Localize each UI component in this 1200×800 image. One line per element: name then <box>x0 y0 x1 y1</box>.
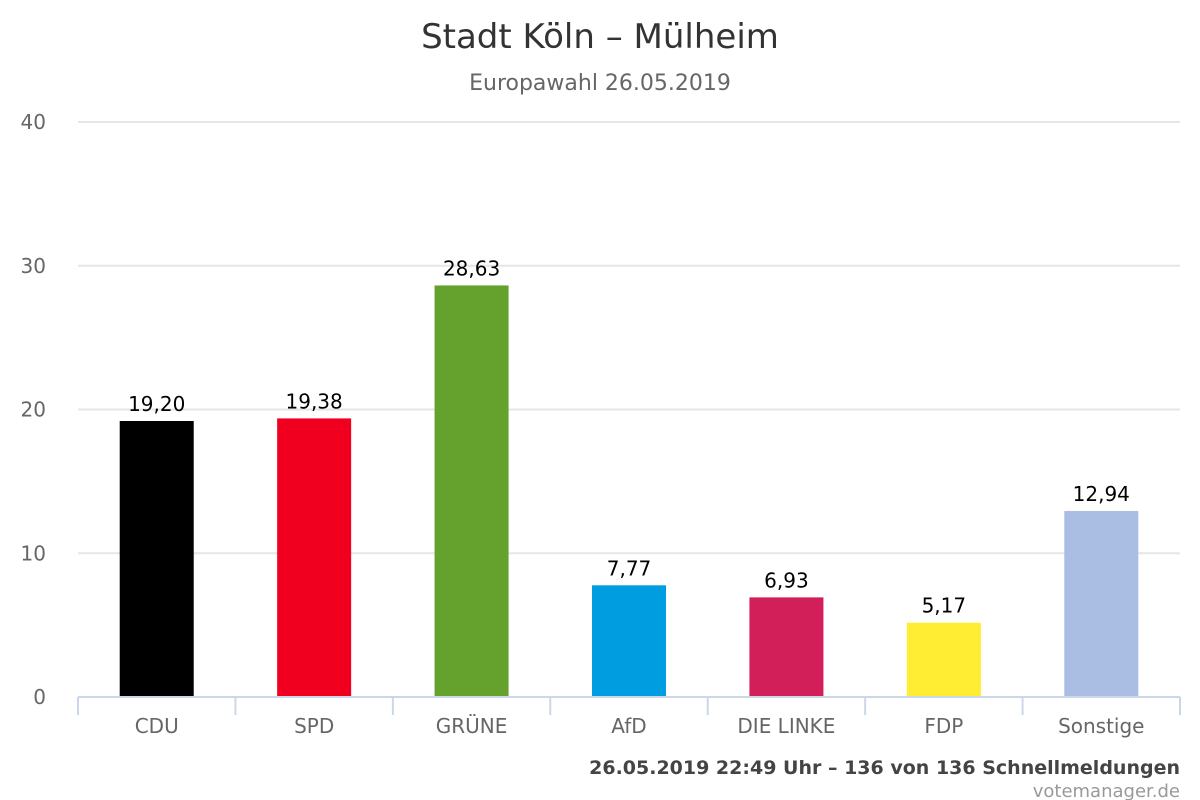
data-label: 28,63 <box>443 256 500 280</box>
chart-subtitle: Europawahl 26.05.2019 <box>469 71 731 96</box>
bar-gr-ne[interactable] <box>434 285 509 697</box>
x-tick-label: CDU <box>135 714 179 738</box>
y-axis-ticks: 0 10 20 30 40 <box>21 110 46 709</box>
y-tick-label: 40 <box>21 110 46 134</box>
x-tick-label: FDP <box>924 714 963 738</box>
x-tick-label: Sonstige <box>1058 714 1144 738</box>
data-label: 7,77 <box>607 556 652 580</box>
y-tick-label: 0 <box>33 685 46 709</box>
y-tick-label: 30 <box>21 254 46 278</box>
bar-sonstige[interactable] <box>1064 510 1139 697</box>
bar-cdu[interactable] <box>119 421 194 697</box>
data-label: 19,38 <box>286 389 343 413</box>
bar-die-linke[interactable] <box>749 597 824 697</box>
data-label: 12,94 <box>1073 482 1130 506</box>
x-tick-label: AfD <box>611 714 646 738</box>
gridlines <box>78 121 1180 555</box>
data-labels: 19,20 19,38 28,63 7,77 6,93 5,17 12,94 <box>128 256 1130 617</box>
x-axis <box>77 696 1181 715</box>
bar-fdp[interactable] <box>906 622 981 697</box>
y-tick-label: 20 <box>21 398 46 422</box>
bars <box>119 285 1139 697</box>
data-label: 6,93 <box>764 568 809 592</box>
chart-title: Stadt Köln – Mülheim <box>421 17 779 57</box>
x-tick-label: SPD <box>294 714 334 738</box>
x-tick-label: GRÜNE <box>436 714 508 738</box>
x-tick-label: DIE LINKE <box>737 714 835 738</box>
bar-spd[interactable] <box>277 418 352 697</box>
x-axis-ticks: CDU SPD GRÜNE AfD DIE LINKE FDP Sonstige <box>135 714 1145 738</box>
bar-afd[interactable] <box>592 585 666 697</box>
data-label: 19,20 <box>128 392 185 416</box>
data-label: 5,17 <box>922 594 967 618</box>
y-tick-label: 10 <box>21 541 46 565</box>
footer-status: 26.05.2019 22:49 Uhr – 136 von 136 Schne… <box>589 757 1180 779</box>
footer-credit[interactable]: votemanager.de <box>1033 781 1180 800</box>
